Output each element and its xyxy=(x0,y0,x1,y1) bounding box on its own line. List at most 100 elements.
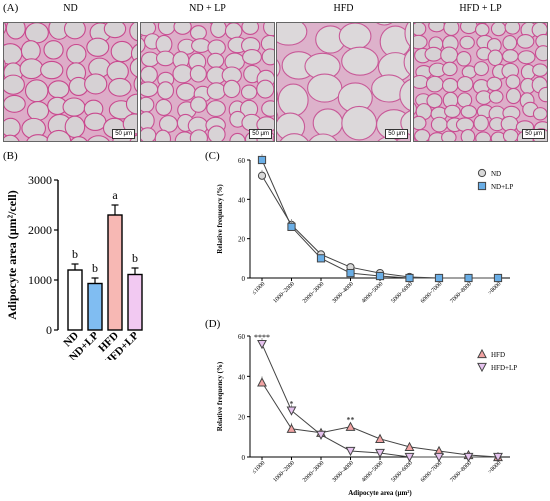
adipocyte-cell xyxy=(505,87,522,105)
adipocyte-cell xyxy=(459,35,475,50)
data-point xyxy=(287,222,296,231)
data-point xyxy=(257,377,267,387)
adipocyte-cell xyxy=(155,98,173,116)
x-tick-label: 3000~4000 xyxy=(331,281,355,305)
micrograph-image: 50 μm xyxy=(413,22,548,142)
adipocyte-cell xyxy=(86,37,110,57)
adipocyte-cell xyxy=(414,136,416,141)
adipocyte-cell xyxy=(338,23,372,50)
y-tick-label: 60 xyxy=(238,157,246,165)
x-tick-label: 2000~3000 xyxy=(302,281,326,305)
data-point xyxy=(477,348,487,359)
adipocyte-cell xyxy=(517,50,536,65)
adipocyte-cell xyxy=(240,84,258,100)
adipocyte-cell xyxy=(376,23,393,26)
significance-marker: **** xyxy=(254,333,270,342)
x-tick-label: ≤1000 xyxy=(251,460,266,475)
y-tick-label: 2000 xyxy=(28,223,52,237)
micrograph-image: 50 μm xyxy=(140,22,275,142)
adipocyte-cell xyxy=(206,52,225,69)
micrograph-image: 50 μm xyxy=(276,22,411,142)
significance-marker: ** xyxy=(347,416,355,425)
data-point xyxy=(464,273,473,283)
adipocyte-cell xyxy=(4,74,25,95)
line-chart-hfd: 0 20 40 60 Relative frequency (%) ≤1000 1000~2… xyxy=(216,333,517,497)
adipose-tissue-texture xyxy=(277,23,410,141)
data-point xyxy=(434,273,444,283)
adipocyte-cell xyxy=(141,81,159,98)
adipocyte-cell xyxy=(241,23,260,35)
adipocyte-cell xyxy=(404,23,410,47)
adipocyte-cell xyxy=(108,77,132,97)
adipocyte-cell xyxy=(70,136,88,141)
adipocyte-cell xyxy=(207,125,226,141)
adipocyte-cell xyxy=(133,75,137,93)
adipocyte-cell xyxy=(224,23,243,40)
adipocyte-cell xyxy=(441,130,457,141)
data-point xyxy=(375,271,385,281)
significance-letter: b xyxy=(72,247,78,261)
adipocyte-cell xyxy=(444,104,461,119)
legend-label: HFD+LP xyxy=(491,364,517,372)
x-tick-label: ≤1000 xyxy=(251,281,266,296)
y-tick-label: 20 xyxy=(238,236,246,244)
adipocyte-cell xyxy=(155,50,175,67)
adipocyte-cell xyxy=(66,43,87,64)
y-tick-label: 40 xyxy=(238,196,246,204)
y-tick-label: 0 xyxy=(242,275,246,283)
adipocyte-cell xyxy=(4,59,6,70)
adipocyte-cell xyxy=(414,115,427,131)
adipocyte-cell xyxy=(430,116,448,133)
adipocyte-cell xyxy=(502,35,518,51)
series-line xyxy=(261,382,499,458)
adipocyte-cell xyxy=(84,73,108,95)
data-point xyxy=(257,155,267,165)
data-point xyxy=(316,430,326,440)
x-tick-label: >8000 xyxy=(487,281,502,296)
x-tick-label: 7000~8000 xyxy=(449,281,473,305)
adipocyte-cell xyxy=(460,105,478,119)
adipocyte-cell xyxy=(399,78,410,111)
y-axis-label: Relative frequency (%) xyxy=(216,184,224,254)
adipocyte-cell xyxy=(308,133,338,141)
x-tick-label: 1000~2000 xyxy=(272,460,296,484)
adipocyte-cell xyxy=(473,114,489,132)
adipocyte-cell xyxy=(141,96,155,113)
panel-c-label: (C) xyxy=(205,150,220,162)
adipose-tissue-texture xyxy=(4,23,137,141)
adipocyte-cell xyxy=(26,100,50,121)
micrograph-title: HFD + LP xyxy=(459,3,502,14)
adipocyte-cell xyxy=(46,129,72,141)
adipocyte-cell xyxy=(4,134,20,141)
data-point xyxy=(257,339,267,350)
y-tick-label: 1000 xyxy=(28,273,52,287)
legend-label: ND+LP xyxy=(491,183,513,191)
bar xyxy=(107,214,123,331)
adipocyte-cell xyxy=(532,107,547,121)
adipocyte-cell xyxy=(502,128,519,141)
adipocyte-cell xyxy=(502,49,519,63)
x-tick-label: >8000 xyxy=(487,460,502,475)
x-tick-label: 1000~2000 xyxy=(272,281,296,305)
adipocyte-cell xyxy=(403,48,410,76)
adipocyte-cell xyxy=(125,93,137,115)
scale-bar-label: 50 μm xyxy=(522,129,545,139)
adipocyte-cell xyxy=(103,23,127,39)
adipocyte-cell xyxy=(210,23,227,39)
bar xyxy=(67,269,83,331)
x-tick-label: 5000~6000 xyxy=(390,281,414,305)
adipocyte-cell xyxy=(455,117,475,132)
adipocyte-cell xyxy=(87,135,110,141)
adipocyte-cell xyxy=(312,108,344,138)
adipocyte-cell xyxy=(460,128,476,141)
adipocyte-cell xyxy=(4,43,23,65)
data-point xyxy=(257,171,267,180)
adipocyte-cell xyxy=(459,23,478,35)
x-tick-label: 6000~7000 xyxy=(420,281,444,305)
y-axis-label: Adipocyte area (μm²/cell) xyxy=(5,190,19,319)
data-point xyxy=(463,452,474,463)
scale-bar-label: 50 μm xyxy=(249,129,272,139)
adipocyte-cell xyxy=(141,127,157,141)
adipocyte-cell xyxy=(242,48,262,65)
micrograph-image: 50 μm xyxy=(3,22,138,142)
